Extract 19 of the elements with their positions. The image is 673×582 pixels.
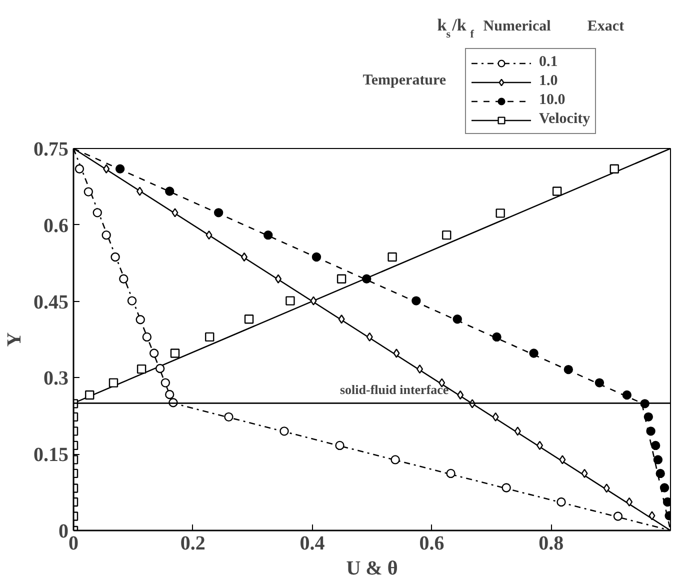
legend-label: Velocity bbox=[539, 111, 590, 128]
legend-label: 10.0 bbox=[539, 92, 566, 109]
y-tick-label: 0.45 bbox=[34, 291, 68, 314]
x-tick-label: 0.2 bbox=[180, 532, 206, 554]
y-tick-label: 0.6 bbox=[44, 214, 68, 237]
x-tick-label: 0.4 bbox=[300, 532, 325, 554]
text: Exact bbox=[587, 18, 624, 34]
ref-line-label: solid-fluid interface bbox=[340, 382, 449, 398]
y-axis-title: Y bbox=[4, 332, 26, 347]
x-axis-title: U & θ bbox=[346, 558, 398, 580]
y-tick-label: 0.15 bbox=[34, 444, 68, 466]
y-tick-label: 0.75 bbox=[34, 138, 68, 160]
x-tick-label: 0.6 bbox=[419, 532, 444, 554]
x-tick-label: 0.8 bbox=[538, 532, 564, 554]
legend-label: 1.0 bbox=[539, 73, 559, 90]
y-tick-label: 0.3 bbox=[44, 368, 68, 390]
text: Temperature bbox=[362, 72, 446, 88]
text: Numerical bbox=[483, 18, 551, 34]
legend-label: 0.1 bbox=[539, 54, 559, 71]
